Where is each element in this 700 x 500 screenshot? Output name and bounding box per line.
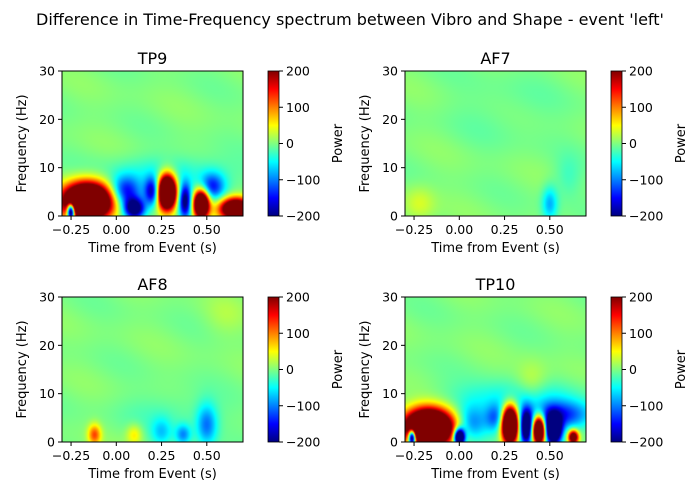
x-tick-label: 0.50 bbox=[193, 222, 221, 237]
panel-title: TP10 bbox=[475, 275, 516, 294]
colorbar-tick-label: 0 bbox=[629, 362, 637, 377]
y-tick-label: 10 bbox=[39, 160, 55, 175]
x-tick-label: 0.00 bbox=[102, 222, 130, 237]
x-axis-label: Time from Event (s) bbox=[87, 241, 217, 256]
axes-frame bbox=[61, 296, 244, 443]
colorbar-tick-label: 200 bbox=[286, 290, 310, 305]
y-tick-label: 20 bbox=[39, 112, 55, 127]
colorbar-tick-label: 200 bbox=[286, 64, 310, 79]
colorbar-tick-label: −200 bbox=[286, 435, 320, 450]
figure-suptitle: Difference in Time-Frequency spectrum be… bbox=[36, 10, 664, 29]
y-tick-label: 30 bbox=[382, 290, 398, 305]
x-tick-label: −0.25 bbox=[395, 222, 433, 237]
colorbar-tick-label: −200 bbox=[286, 209, 320, 224]
colorbar bbox=[610, 70, 623, 217]
y-tick-label: 20 bbox=[382, 338, 398, 353]
colorbar bbox=[267, 70, 280, 217]
x-axis-label: Time from Event (s) bbox=[430, 467, 560, 482]
y-axis-label: Frequency (Hz) bbox=[15, 320, 30, 418]
x-axis-label: Time from Event (s) bbox=[430, 241, 560, 256]
colorbar-tick-label: 0 bbox=[629, 136, 637, 151]
colorbar-label: Power bbox=[674, 123, 689, 163]
y-tick-label: 20 bbox=[39, 338, 55, 353]
panel-title: AF7 bbox=[480, 49, 510, 68]
colorbar bbox=[610, 296, 623, 443]
y-tick-label: 10 bbox=[382, 386, 398, 401]
colorbar-tick-label: 200 bbox=[629, 290, 653, 305]
x-tick-label: 0.25 bbox=[148, 448, 176, 463]
heatmap-tp10 bbox=[405, 297, 586, 442]
x-axis-label: Time from Event (s) bbox=[87, 467, 217, 482]
y-axis-label: Frequency (Hz) bbox=[358, 94, 373, 192]
x-tick-label: 0.25 bbox=[491, 222, 519, 237]
y-tick-label: 10 bbox=[39, 386, 55, 401]
y-tick-label: 10 bbox=[382, 160, 398, 175]
colorbar bbox=[267, 296, 280, 443]
colorbar-tick-label: −100 bbox=[286, 172, 320, 187]
x-tick-label: −0.25 bbox=[52, 448, 90, 463]
y-axis-label: Frequency (Hz) bbox=[358, 320, 373, 418]
x-tick-label: 0.00 bbox=[445, 448, 473, 463]
colorbar-tick-label: −200 bbox=[629, 435, 663, 450]
y-tick-label: 30 bbox=[39, 290, 55, 305]
x-tick-label: 0.50 bbox=[193, 448, 221, 463]
y-tick-label: 0 bbox=[390, 435, 398, 450]
panel-af7: AF7 −0.25 0.00 0.25 0.50 0 10 20 30 Time from Eve… bbox=[358, 49, 689, 256]
colorbar-tick-label: −100 bbox=[629, 172, 663, 187]
colorbar-tick-label: −200 bbox=[629, 209, 663, 224]
colorbar-tick-label: 200 bbox=[629, 64, 653, 79]
colorbar-label: Power bbox=[331, 123, 346, 163]
colorbar-label: Power bbox=[331, 349, 346, 389]
heatmap-af8 bbox=[62, 297, 243, 442]
panel-title: TP9 bbox=[137, 49, 168, 68]
x-tick-label: 0.50 bbox=[536, 222, 564, 237]
colorbar-label: Power bbox=[674, 349, 689, 389]
colorbar-tick-label: 0 bbox=[286, 362, 294, 377]
colorbar-tick-label: 100 bbox=[286, 100, 310, 115]
x-tick-label: 0.25 bbox=[148, 222, 176, 237]
y-tick-label: 0 bbox=[47, 435, 55, 450]
x-tick-label: 0.00 bbox=[445, 222, 473, 237]
y-tick-label: 30 bbox=[382, 64, 398, 79]
colorbar-tick-label: −100 bbox=[286, 398, 320, 413]
y-tick-label: 0 bbox=[47, 209, 55, 224]
panel-af8: AF8 −0.25 0.00 0.25 0.50 0 10 20 30 Time from Eve… bbox=[15, 275, 346, 482]
heatmap-tp9 bbox=[62, 71, 243, 216]
x-tick-label: −0.25 bbox=[52, 222, 90, 237]
colorbar-tick-label: 100 bbox=[629, 100, 653, 115]
y-axis-label: Frequency (Hz) bbox=[15, 94, 30, 192]
panel-title: AF8 bbox=[137, 275, 167, 294]
axes-frame bbox=[404, 70, 587, 217]
panel-tp9: TP9 −0.25 0.00 0.25 0.50 0 10 20 30 Time from Eve… bbox=[15, 49, 346, 256]
x-tick-label: 0.50 bbox=[536, 448, 564, 463]
axes-frame bbox=[404, 296, 587, 443]
x-tick-label: −0.25 bbox=[395, 448, 433, 463]
y-tick-label: 20 bbox=[382, 112, 398, 127]
y-tick-label: 0 bbox=[390, 209, 398, 224]
colorbar-tick-label: 0 bbox=[286, 136, 294, 151]
heatmap-af7 bbox=[405, 71, 586, 216]
x-tick-label: 0.25 bbox=[491, 448, 519, 463]
panel-tp10: TP10 −0.25 0.00 0.25 0.50 0 10 20 30 Time from Ev… bbox=[358, 275, 689, 482]
x-tick-label: 0.00 bbox=[102, 448, 130, 463]
colorbar-tick-label: 100 bbox=[286, 326, 310, 341]
axes-frame bbox=[61, 70, 244, 217]
colorbar-tick-label: 100 bbox=[629, 326, 653, 341]
colorbar-tick-label: −100 bbox=[629, 398, 663, 413]
y-tick-label: 30 bbox=[39, 64, 55, 79]
